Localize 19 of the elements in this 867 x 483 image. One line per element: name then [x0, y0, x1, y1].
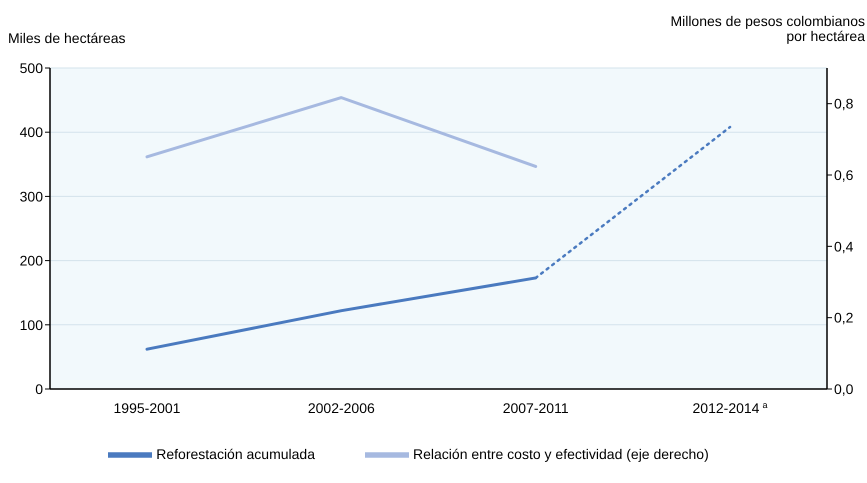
x-tick-label: 2002-2006 [308, 400, 376, 416]
y2-tick-label: 0,8 [834, 96, 854, 112]
x-tick-label: 2007-2011 [502, 400, 569, 416]
y2-tick-label: 0,0 [834, 380, 854, 397]
y2-axis-title: Millones de pesos colombianos por hectárea [669, 13, 865, 44]
y-tick-label: 400 [20, 124, 44, 140]
y2-tick-label: 0,2 [834, 310, 854, 326]
y-tick-label: 300 [20, 188, 44, 204]
y-tick-label: 0 [35, 380, 44, 397]
y-axis-title: Miles de hectáreas [8, 30, 126, 46]
y2-tick-label: 0,4 [834, 238, 854, 254]
y2-tick-label: 0,6 [834, 166, 854, 183]
legend-label: Reforestación acumulada [156, 446, 316, 462]
x-tick-label: 1995-2001 [114, 400, 181, 416]
y-tick-label: 500 [20, 60, 44, 76]
y-tick-label: 100 [20, 316, 44, 333]
x-tick-label: 2012-2014$^{a}$ [692, 400, 768, 416]
legend-label: Relación entre costo y efectividad (eje derecho) [413, 446, 709, 462]
y-tick-label: 200 [20, 252, 44, 269]
